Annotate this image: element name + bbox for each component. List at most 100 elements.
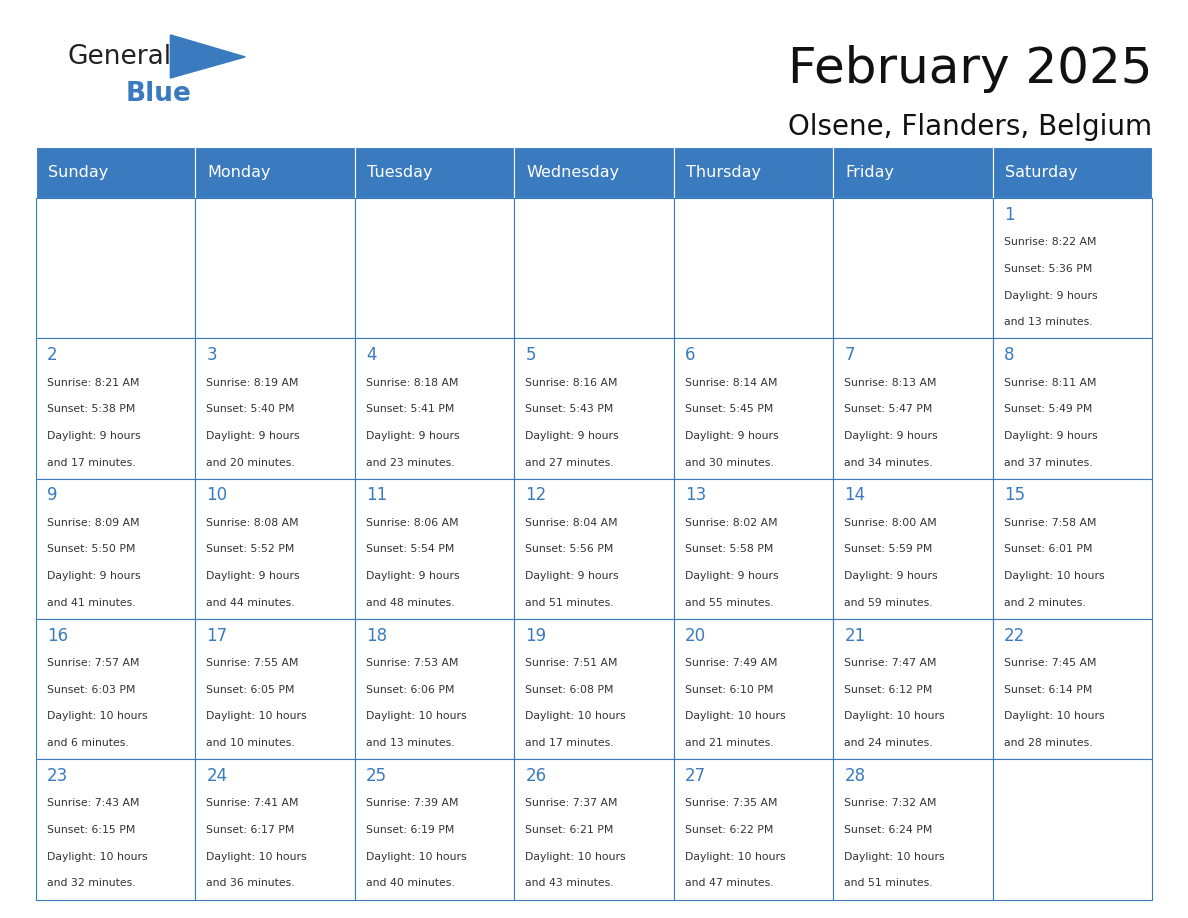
Bar [355, 759, 514, 900]
Text: Daylight: 9 hours: Daylight: 9 hours [366, 571, 460, 581]
Bar [36, 478, 195, 619]
Text: Saturday: Saturday [1005, 165, 1078, 180]
Text: and 13 minutes.: and 13 minutes. [366, 738, 455, 748]
Text: and 48 minutes.: and 48 minutes. [366, 598, 455, 608]
Text: Daylight: 10 hours: Daylight: 10 hours [525, 711, 626, 722]
Text: 2: 2 [46, 346, 57, 364]
Text: and 10 minutes.: and 10 minutes. [207, 738, 295, 748]
Text: and 43 minutes.: and 43 minutes. [525, 879, 614, 889]
Bar [833, 147, 993, 198]
Text: and 6 minutes.: and 6 minutes. [46, 738, 128, 748]
Text: Sunrise: 7:51 AM: Sunrise: 7:51 AM [525, 658, 618, 668]
Text: Sunrise: 7:55 AM: Sunrise: 7:55 AM [207, 658, 299, 668]
Text: Sunrise: 8:18 AM: Sunrise: 8:18 AM [366, 377, 459, 387]
Text: Daylight: 10 hours: Daylight: 10 hours [207, 852, 307, 862]
Text: Sunrise: 8:11 AM: Sunrise: 8:11 AM [1004, 377, 1097, 387]
Text: and 44 minutes.: and 44 minutes. [207, 598, 295, 608]
Text: Daylight: 10 hours: Daylight: 10 hours [685, 711, 785, 722]
Text: and 41 minutes.: and 41 minutes. [46, 598, 135, 608]
Text: Daylight: 9 hours: Daylight: 9 hours [207, 431, 299, 441]
Bar [833, 198, 993, 339]
Text: Sunrise: 8:04 AM: Sunrise: 8:04 AM [525, 518, 618, 528]
Text: and 40 minutes.: and 40 minutes. [366, 879, 455, 889]
Text: Daylight: 10 hours: Daylight: 10 hours [845, 711, 946, 722]
Bar [993, 478, 1152, 619]
Text: Sunrise: 7:57 AM: Sunrise: 7:57 AM [46, 658, 139, 668]
Bar [993, 339, 1152, 478]
Text: Sunrise: 7:43 AM: Sunrise: 7:43 AM [46, 799, 139, 809]
Text: 1: 1 [1004, 206, 1015, 224]
Bar [355, 478, 514, 619]
Text: Sunrise: 8:06 AM: Sunrise: 8:06 AM [366, 518, 459, 528]
Text: Sunrise: 7:53 AM: Sunrise: 7:53 AM [366, 658, 459, 668]
Text: and 34 minutes.: and 34 minutes. [845, 457, 933, 467]
Text: and 28 minutes.: and 28 minutes. [1004, 738, 1093, 748]
Text: Monday: Monday [208, 165, 271, 180]
Text: and 36 minutes.: and 36 minutes. [207, 879, 295, 889]
Text: Sunset: 5:50 PM: Sunset: 5:50 PM [46, 544, 135, 554]
Text: 12: 12 [525, 487, 546, 504]
Text: Sunset: 5:38 PM: Sunset: 5:38 PM [46, 404, 135, 414]
Text: Sunrise: 7:32 AM: Sunrise: 7:32 AM [845, 799, 937, 809]
Text: Daylight: 9 hours: Daylight: 9 hours [366, 431, 460, 441]
Text: Sunset: 5:59 PM: Sunset: 5:59 PM [845, 544, 933, 554]
Bar [195, 339, 355, 478]
Text: 28: 28 [845, 767, 866, 785]
Text: and 2 minutes.: and 2 minutes. [1004, 598, 1086, 608]
Text: General: General [68, 44, 172, 70]
Text: Sunset: 5:49 PM: Sunset: 5:49 PM [1004, 404, 1093, 414]
Text: Daylight: 9 hours: Daylight: 9 hours [685, 571, 778, 581]
Text: 10: 10 [207, 487, 227, 504]
Text: Daylight: 10 hours: Daylight: 10 hours [525, 852, 626, 862]
Text: and 27 minutes.: and 27 minutes. [525, 457, 614, 467]
Text: Sunrise: 7:45 AM: Sunrise: 7:45 AM [1004, 658, 1097, 668]
Text: Sunset: 5:58 PM: Sunset: 5:58 PM [685, 544, 773, 554]
Text: 18: 18 [366, 627, 387, 644]
Text: Daylight: 10 hours: Daylight: 10 hours [1004, 571, 1105, 581]
Text: Daylight: 10 hours: Daylight: 10 hours [845, 852, 946, 862]
Text: 20: 20 [685, 627, 706, 644]
Text: and 24 minutes.: and 24 minutes. [845, 738, 933, 748]
Text: and 32 minutes.: and 32 minutes. [46, 879, 135, 889]
Text: Daylight: 10 hours: Daylight: 10 hours [685, 852, 785, 862]
Text: 24: 24 [207, 767, 227, 785]
Text: 8: 8 [1004, 346, 1015, 364]
Text: Daylight: 10 hours: Daylight: 10 hours [46, 711, 147, 722]
Bar [833, 759, 993, 900]
Text: Wednesday: Wednesday [526, 165, 620, 180]
Text: and 21 minutes.: and 21 minutes. [685, 738, 773, 748]
Text: Sunrise: 7:58 AM: Sunrise: 7:58 AM [1004, 518, 1097, 528]
Text: Sunset: 6:21 PM: Sunset: 6:21 PM [525, 825, 614, 835]
Bar [674, 147, 833, 198]
Text: Daylight: 9 hours: Daylight: 9 hours [1004, 290, 1098, 300]
Bar [195, 198, 355, 339]
Text: Sunrise: 8:13 AM: Sunrise: 8:13 AM [845, 377, 937, 387]
Text: Sunrise: 7:37 AM: Sunrise: 7:37 AM [525, 799, 618, 809]
Polygon shape [170, 35, 245, 78]
Text: 19: 19 [525, 627, 546, 644]
Text: and 17 minutes.: and 17 minutes. [525, 738, 614, 748]
Text: Sunrise: 8:00 AM: Sunrise: 8:00 AM [845, 518, 937, 528]
Text: Daylight: 10 hours: Daylight: 10 hours [46, 852, 147, 862]
Text: Sunset: 5:45 PM: Sunset: 5:45 PM [685, 404, 773, 414]
Bar [195, 147, 355, 198]
Bar [36, 759, 195, 900]
Text: Blue: Blue [126, 81, 191, 106]
Text: 26: 26 [525, 767, 546, 785]
Text: Sunset: 6:17 PM: Sunset: 6:17 PM [207, 825, 295, 835]
Text: 6: 6 [685, 346, 695, 364]
Text: Sunset: 6:10 PM: Sunset: 6:10 PM [685, 685, 773, 695]
Bar [355, 619, 514, 759]
Bar [674, 619, 833, 759]
Bar [514, 619, 674, 759]
Text: Sunset: 6:19 PM: Sunset: 6:19 PM [366, 825, 454, 835]
Text: Sunset: 5:43 PM: Sunset: 5:43 PM [525, 404, 614, 414]
Bar [195, 619, 355, 759]
Text: Sunset: 6:08 PM: Sunset: 6:08 PM [525, 685, 614, 695]
Text: Sunrise: 8:14 AM: Sunrise: 8:14 AM [685, 377, 777, 387]
Text: and 30 minutes.: and 30 minutes. [685, 457, 773, 467]
Text: and 55 minutes.: and 55 minutes. [685, 598, 773, 608]
Text: Sunrise: 7:41 AM: Sunrise: 7:41 AM [207, 799, 299, 809]
Bar [833, 339, 993, 478]
Bar [36, 147, 195, 198]
